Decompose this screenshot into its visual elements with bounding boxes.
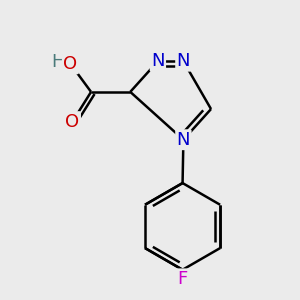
Text: O: O — [63, 55, 77, 73]
Text: N: N — [151, 52, 165, 70]
Text: F: F — [177, 270, 188, 288]
Text: N: N — [177, 52, 190, 70]
Text: O: O — [65, 112, 80, 130]
Text: N: N — [177, 131, 190, 149]
Text: H: H — [51, 53, 65, 71]
